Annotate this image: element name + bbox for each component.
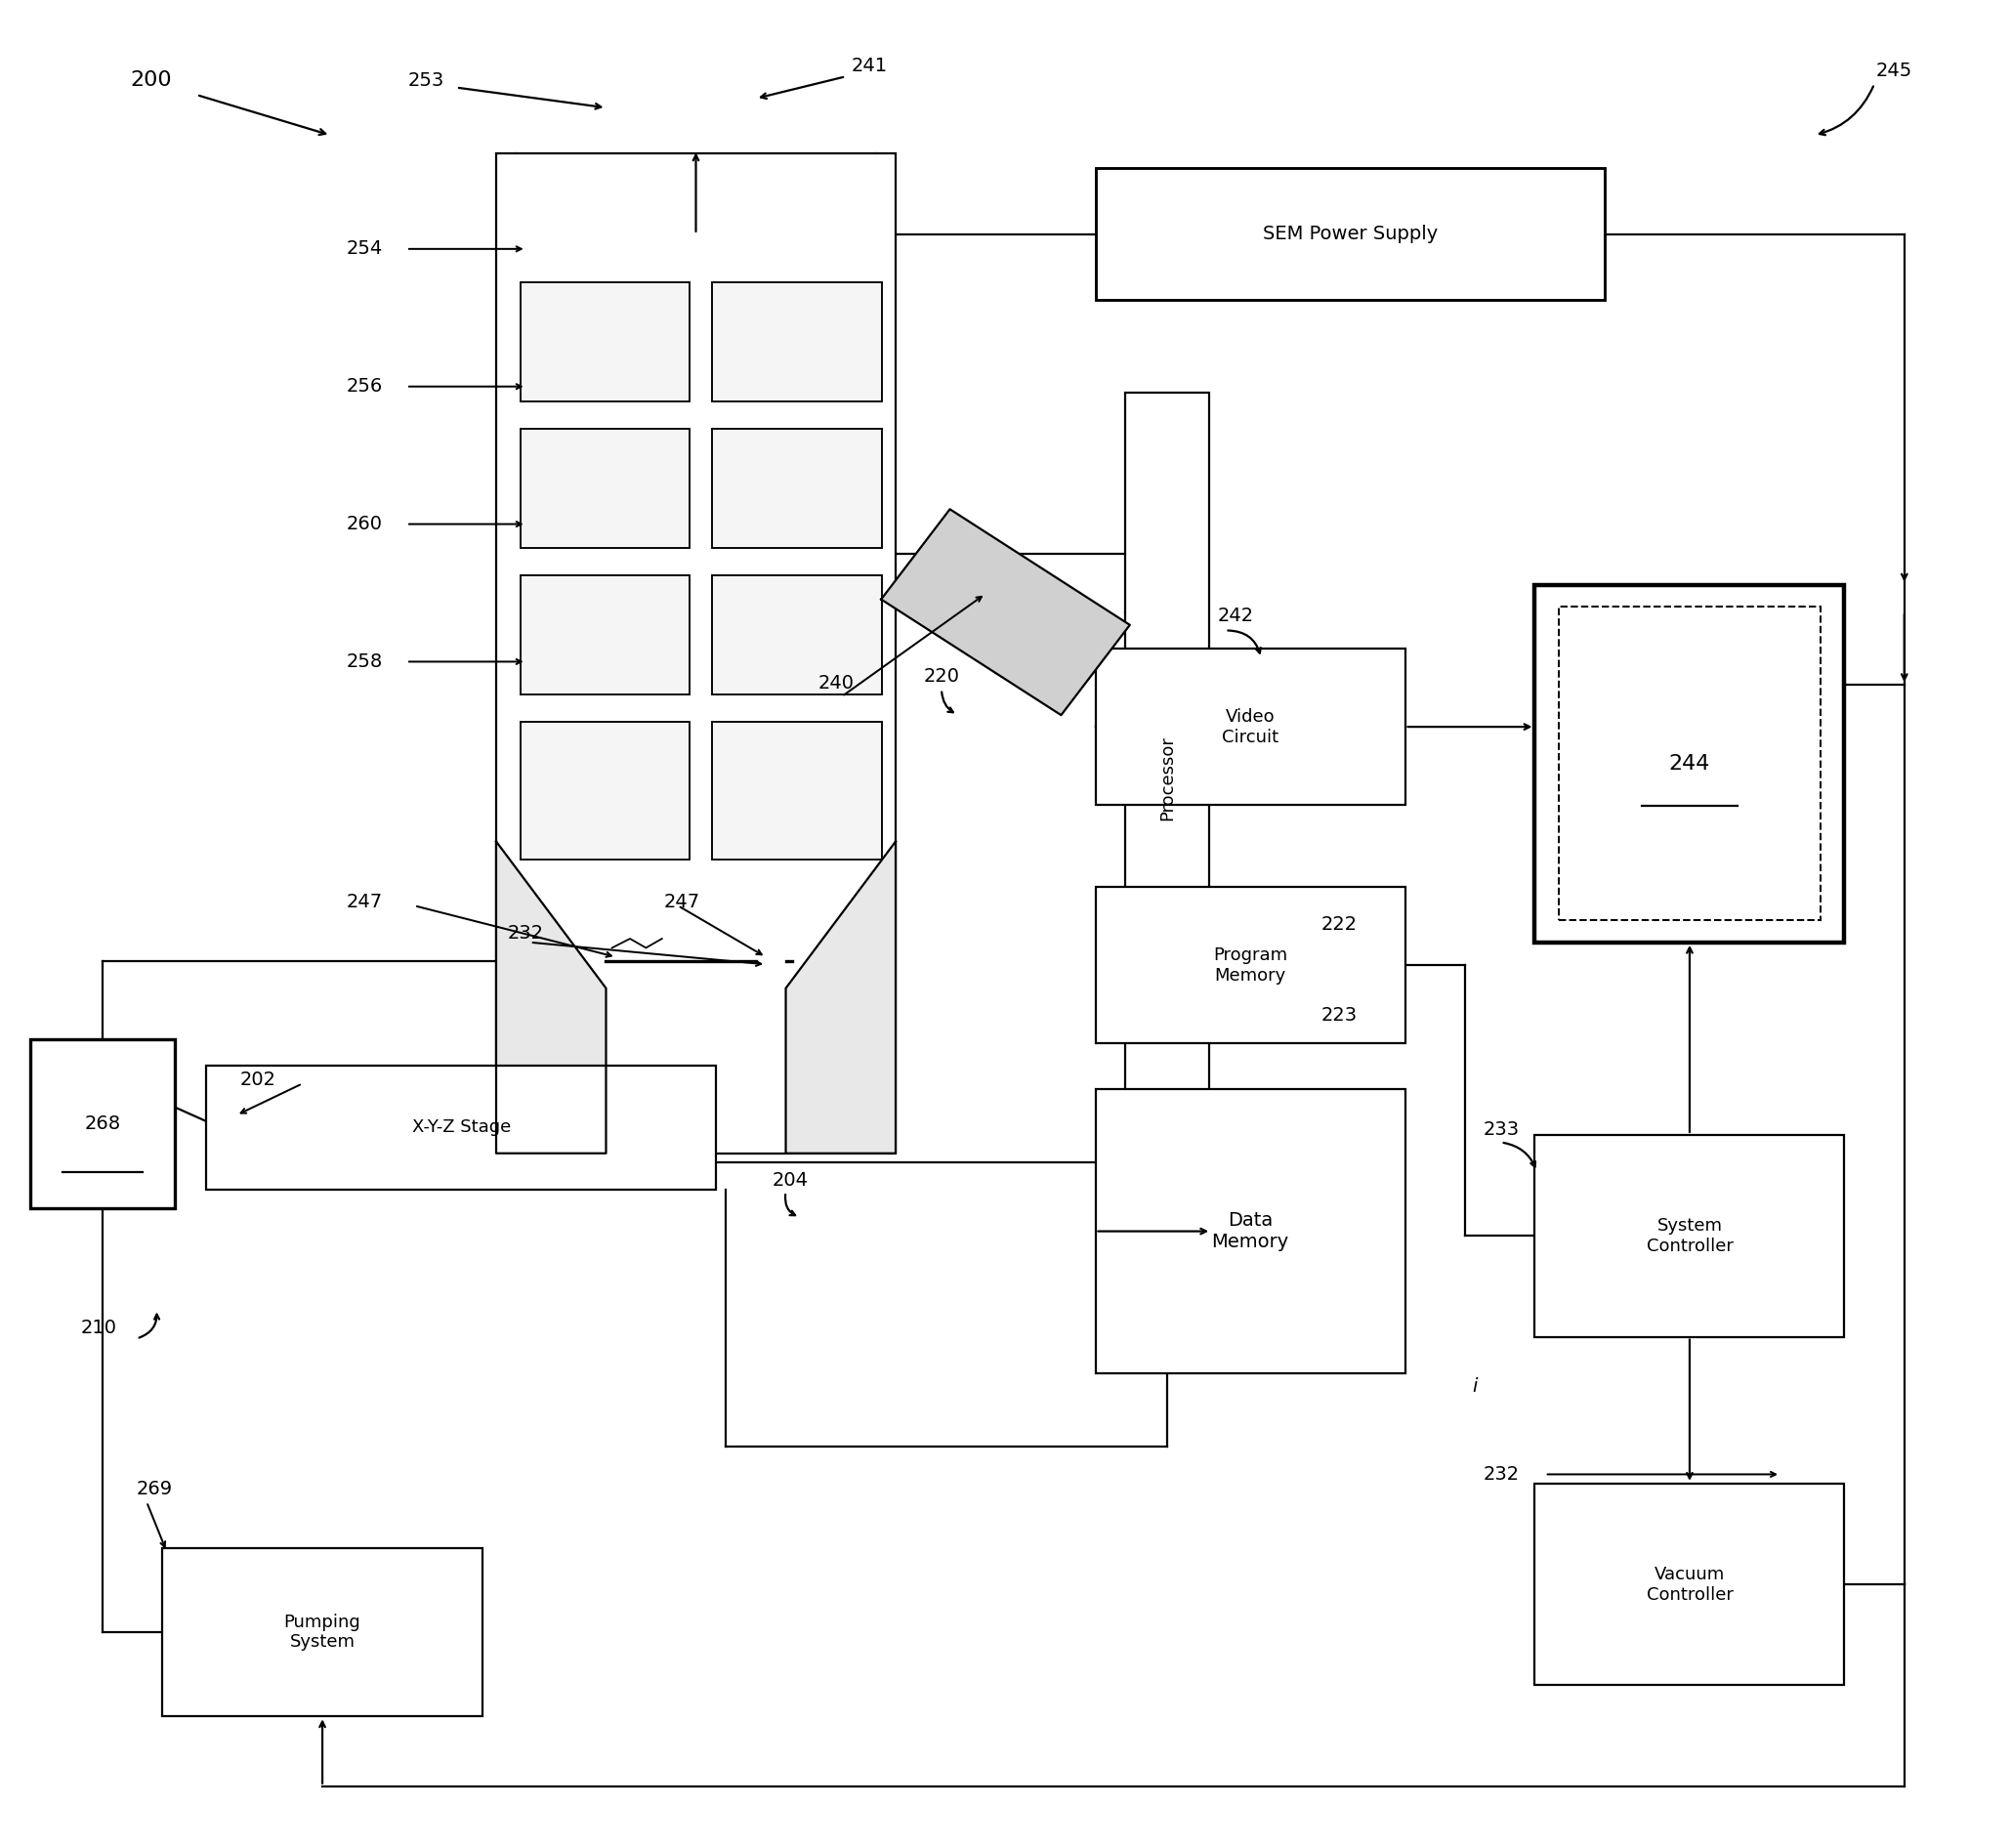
Text: 240: 240 <box>818 675 855 693</box>
Bar <box>1534 584 1844 942</box>
Text: Processor: Processor <box>1158 736 1176 821</box>
Text: Program
Memory: Program Memory <box>1213 946 1287 985</box>
Text: 245: 245 <box>1876 61 1912 79</box>
Text: 232: 232 <box>509 924 545 942</box>
Text: Pumping
System: Pumping System <box>284 1613 360 1650</box>
Bar <box>1534 1484 1844 1685</box>
Bar <box>521 429 690 549</box>
Text: 222: 222 <box>1321 915 1357 933</box>
Text: 258: 258 <box>346 652 382 671</box>
Bar <box>521 575 690 695</box>
Text: 233: 233 <box>1482 1120 1518 1138</box>
Text: 268: 268 <box>84 1114 121 1133</box>
Text: System
Controller: System Controller <box>1647 1216 1733 1255</box>
Polygon shape <box>881 510 1130 715</box>
Text: 247: 247 <box>664 893 700 911</box>
Bar <box>1096 649 1406 804</box>
Text: 256: 256 <box>346 377 382 395</box>
Text: Vacuum
Controller: Vacuum Controller <box>1647 1565 1733 1604</box>
Bar <box>712 575 881 695</box>
Polygon shape <box>786 841 895 1153</box>
Text: 260: 260 <box>346 516 382 534</box>
Bar <box>521 723 690 859</box>
Bar <box>1096 1088 1406 1373</box>
Bar <box>1126 392 1209 1162</box>
Text: 244: 244 <box>1669 754 1709 772</box>
Polygon shape <box>497 841 605 1153</box>
Text: 247: 247 <box>346 893 382 911</box>
Bar <box>163 1549 483 1717</box>
Text: 200: 200 <box>131 70 173 91</box>
Text: 204: 204 <box>772 1172 808 1190</box>
Text: 253: 253 <box>408 70 444 89</box>
Text: 254: 254 <box>346 240 382 259</box>
Bar <box>1096 887 1406 1044</box>
Bar <box>712 723 881 859</box>
Text: i: i <box>1472 1377 1478 1395</box>
Bar <box>521 283 690 401</box>
Bar <box>497 153 895 1153</box>
Text: 202: 202 <box>239 1070 276 1088</box>
Bar <box>30 1040 175 1209</box>
Text: 210: 210 <box>80 1318 117 1336</box>
Text: 223: 223 <box>1321 1007 1357 1026</box>
Bar <box>207 1064 716 1190</box>
Bar <box>712 283 881 401</box>
Bar <box>1096 168 1605 299</box>
Text: Data
Memory: Data Memory <box>1211 1210 1289 1251</box>
Bar <box>1559 606 1820 920</box>
Bar <box>712 429 881 549</box>
Text: X-Y-Z Stage: X-Y-Z Stage <box>412 1118 511 1137</box>
Bar <box>1534 1135 1844 1336</box>
Text: 220: 220 <box>923 667 959 686</box>
Text: 232: 232 <box>1482 1465 1518 1484</box>
Text: Video
Circuit: Video Circuit <box>1223 708 1279 747</box>
Text: SEM Power Supply: SEM Power Supply <box>1263 225 1438 244</box>
Text: 242: 242 <box>1217 606 1253 625</box>
Text: 241: 241 <box>851 55 887 74</box>
Text: 269: 269 <box>137 1480 173 1499</box>
